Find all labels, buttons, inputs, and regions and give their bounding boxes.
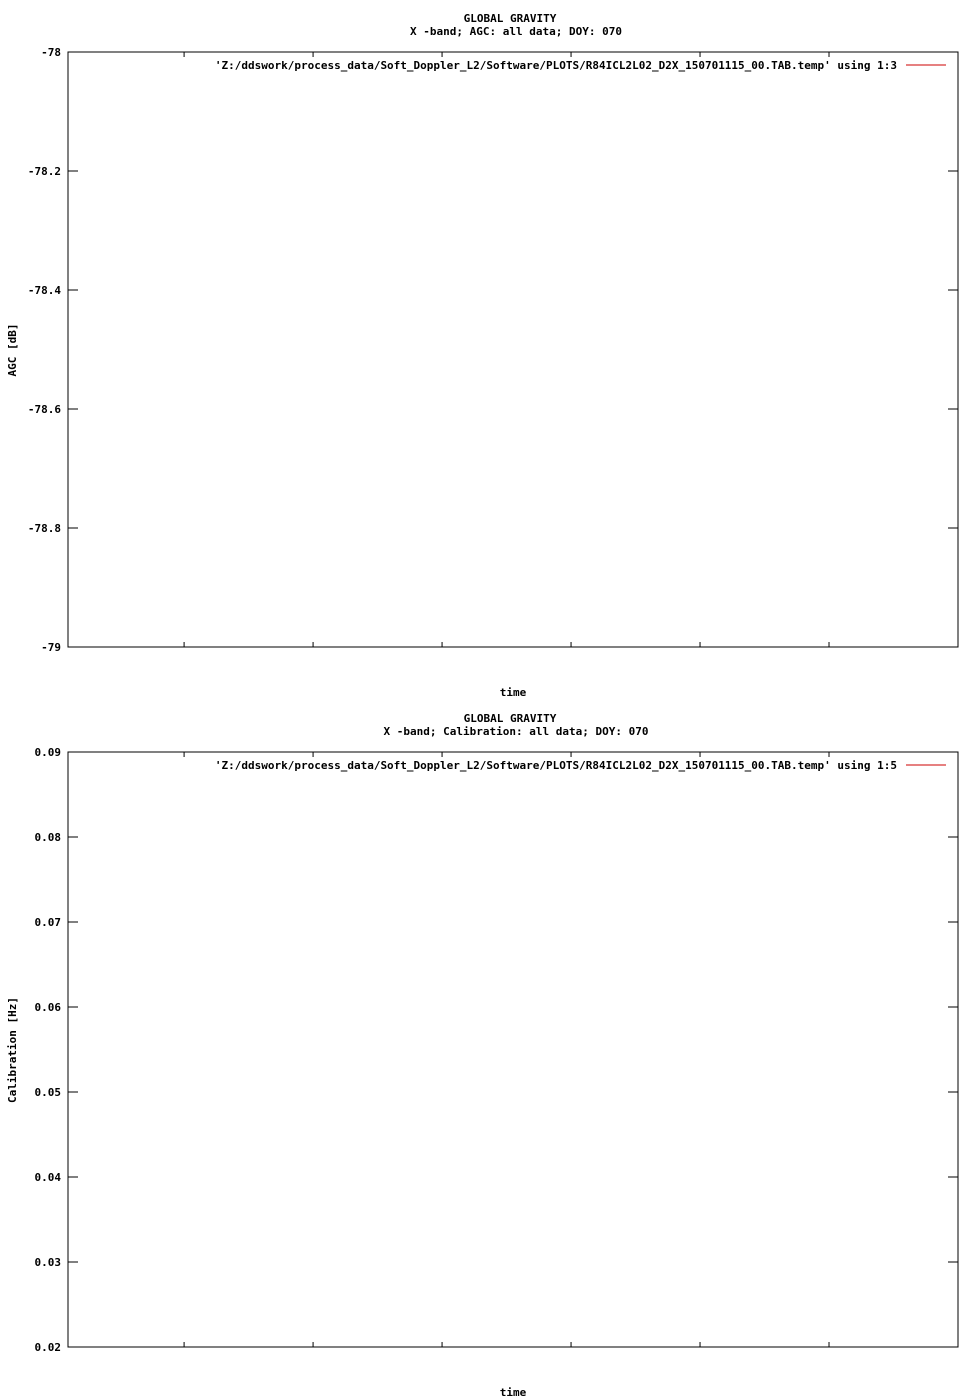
agc-chart-subtitle: X -band; AGC: all data; DOY: 070 xyxy=(410,25,622,38)
calibration-x-axis-label: time xyxy=(500,1386,527,1399)
y-tick-label: 0.08 xyxy=(35,831,62,844)
y-tick-label: -78 xyxy=(41,46,61,59)
calibration-legend-label: 'Z:/ddswork/process_data/Soft_Doppler_L2… xyxy=(215,759,897,772)
y-tick-label: 0.04 xyxy=(35,1171,62,1184)
agc-y-ticks: -78 -78.2 -78.4 -78.6 -78.8 -79 xyxy=(28,46,958,654)
y-tick-label: -79 xyxy=(41,641,61,654)
calibration-plot-frame xyxy=(67,751,959,1348)
y-tick-label: -78.8 xyxy=(28,522,61,535)
agc-y-axis-label: AGC [dB] xyxy=(6,324,19,377)
y-tick-label: 0.07 xyxy=(35,916,62,929)
calibration-y-axis-label: Calibration [Hz] xyxy=(6,997,19,1103)
y-tick-label: -78.4 xyxy=(28,284,61,297)
calibration-legend: 'Z:/ddswork/process_data/Soft_Doppler_L2… xyxy=(215,759,946,772)
calibration-y-ticks: 0.09 0.08 0.07 0.06 0.05 0.04 0.03 0.02 xyxy=(35,746,958,1354)
y-tick-label: 0.02 xyxy=(35,1341,62,1354)
agc-chart: GLOBAL GRAVITY X -band; AGC: all data; D… xyxy=(6,12,959,699)
y-tick-label: 0.06 xyxy=(35,1001,62,1014)
y-tick-label: -78.6 xyxy=(28,403,61,416)
calibration-chart: GLOBAL GRAVITY X -band; Calibration: all… xyxy=(6,712,959,1399)
calibration-chart-title: GLOBAL GRAVITY xyxy=(464,712,557,725)
agc-plot-frame xyxy=(67,51,959,648)
agc-legend-label: 'Z:/ddswork/process_data/Soft_Doppler_L2… xyxy=(215,59,897,72)
agc-x-axis-label: time xyxy=(500,686,527,699)
calibration-x-ticks: 2015-03-1111:202015-03-1111:302015-03-11… xyxy=(183,752,959,1347)
agc-chart-title: GLOBAL GRAVITY xyxy=(464,12,557,25)
y-tick-label: 0.03 xyxy=(35,1256,62,1269)
y-tick-label: 0.09 xyxy=(35,746,62,759)
y-tick-label: 0.05 xyxy=(35,1086,62,1099)
agc-x-ticks: 2015-03-1111:202015-03-1111:302015-03-11… xyxy=(183,52,959,647)
agc-legend: 'Z:/ddswork/process_data/Soft_Doppler_L2… xyxy=(215,59,946,72)
calibration-chart-subtitle: X -band; Calibration: all data; DOY: 070 xyxy=(384,725,649,738)
y-tick-label: -78.2 xyxy=(28,165,61,178)
